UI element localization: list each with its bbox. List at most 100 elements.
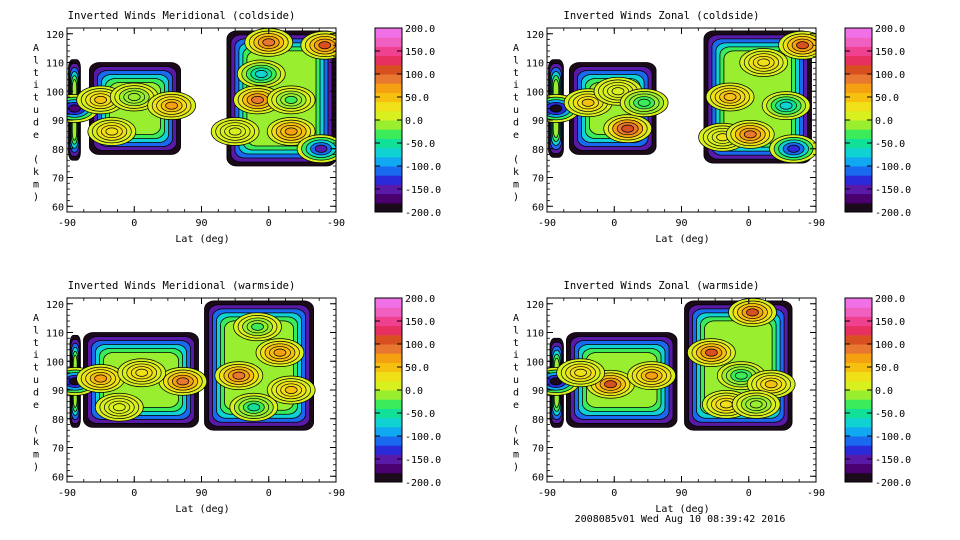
contour-feature: [637, 98, 651, 107]
colorbar-swatch: [375, 193, 402, 204]
y-tick-label: 80: [532, 415, 544, 426]
y-tick-label: 80: [52, 145, 64, 156]
x-tick-label: -90: [327, 218, 345, 229]
colorbar-swatch: [375, 463, 402, 474]
colorbar-swatch: [845, 353, 872, 363]
x-tick-label: -90: [58, 218, 76, 229]
colorbar-swatch: [845, 46, 872, 57]
contour-feature: [705, 348, 718, 357]
colorbar-swatch: [845, 344, 872, 354]
contour-feature: [581, 98, 595, 107]
y-tick-label: 60: [52, 202, 64, 213]
colorbar-swatch: [375, 28, 402, 38]
y-tick-label: 100: [526, 87, 544, 98]
colorbar-swatch: [375, 46, 402, 57]
colorbar-label: 50.0: [875, 93, 899, 104]
colorbar-swatch: [845, 92, 872, 103]
colorbar-swatch: [845, 399, 872, 409]
x-tick-label: -90: [538, 218, 556, 229]
contour-feature: [734, 371, 748, 380]
colorbar-swatch: [845, 298, 872, 308]
chart-panel-4: Inverted Winds Zonal (warmside) -90 0 90 0 -9…: [513, 280, 911, 515]
x-tick-label: 0: [611, 218, 617, 229]
colorbar-swatch: [845, 436, 872, 446]
colorbar-label: 100.0: [405, 340, 435, 351]
colorbar-label: 50.0: [875, 363, 899, 374]
colorbar-swatch: [845, 64, 872, 75]
colorbar-swatch: [845, 110, 872, 121]
contour-feature: [127, 93, 141, 101]
contour-feature: [251, 95, 264, 104]
x-axis-label: Lat (deg): [175, 504, 229, 515]
y-tick-label: 70: [532, 174, 544, 185]
colorbar-label: -200.0: [405, 478, 441, 489]
colorbar-swatch: [375, 316, 402, 327]
colorbar-swatch: [845, 138, 872, 149]
colorbar-label: 50.0: [405, 93, 429, 104]
y-tick-label: 100: [46, 87, 64, 98]
colorbar-label: 200.0: [875, 294, 905, 305]
colorbar-swatch: [845, 193, 872, 204]
contour-feature: [176, 377, 190, 386]
x-tick-label: 0: [746, 488, 752, 499]
colorbar-label: 200.0: [875, 24, 905, 35]
x-tick-label: 90: [675, 218, 687, 229]
colorbar-label: 50.0: [405, 363, 429, 374]
contour-feature: [165, 101, 178, 110]
colorbar-label: -150.0: [875, 185, 911, 196]
colorbar-swatch: [845, 445, 872, 455]
colorbar-swatch: [375, 55, 402, 66]
contour-feature: [94, 374, 107, 383]
colorbar-swatch: [845, 426, 872, 437]
y-tick-label: 60: [532, 202, 544, 213]
contour-feature: [247, 403, 261, 412]
colorbar-label: -200.0: [875, 208, 911, 219]
contour-feature: [228, 127, 242, 136]
colorbar-label: 150.0: [875, 47, 905, 58]
colorbar-swatch: [375, 74, 402, 84]
y-tick-label: 110: [46, 59, 64, 70]
colorbar-swatch: [845, 202, 872, 213]
contour-feature: [135, 368, 149, 377]
y-tick-label: 120: [526, 30, 544, 41]
colorbar-swatch: [845, 129, 872, 139]
x-tick-label: 0: [131, 488, 137, 499]
colorbar-swatch: [375, 445, 402, 455]
colorbar-swatch: [845, 390, 872, 400]
colorbar-swatch: [845, 55, 872, 66]
x-tick-label: 90: [675, 488, 687, 499]
colorbar-swatch: [375, 83, 402, 93]
colorbar-swatch: [375, 138, 402, 149]
y-tick-label: 60: [52, 472, 64, 483]
colorbar-label: -100.0: [875, 432, 911, 443]
y-tick-label: 90: [52, 116, 64, 127]
contour-feature: [318, 41, 332, 50]
contour-feature: [743, 130, 757, 139]
colorbar-swatch: [845, 417, 872, 428]
colorbar-swatch: [845, 184, 872, 195]
x-tick-label: 90: [195, 218, 207, 229]
colorbar-swatch: [845, 156, 872, 167]
y-tick-label: 100: [46, 357, 64, 368]
colorbar-swatch: [845, 74, 872, 84]
colorbar-swatch: [845, 472, 872, 483]
colorbar-swatch: [375, 426, 402, 437]
colorbar-swatch: [845, 166, 872, 176]
colorbar-swatch: [845, 463, 872, 474]
y-tick-label: 80: [532, 145, 544, 156]
colorbar-swatch: [375, 110, 402, 121]
colorbar-swatch: [375, 37, 402, 47]
x-axis-label: Lat (deg): [655, 234, 709, 245]
contour-feature: [787, 144, 800, 153]
contour-feature: [779, 101, 793, 110]
colorbar-swatch: [375, 454, 402, 465]
x-tick-label: -90: [538, 488, 556, 499]
colorbar-label: -100.0: [405, 162, 441, 173]
contour-feature: [764, 380, 778, 389]
contour-feature: [749, 400, 763, 409]
colorbar-swatch: [375, 380, 402, 391]
x-axis-label: Lat (deg): [655, 504, 709, 515]
